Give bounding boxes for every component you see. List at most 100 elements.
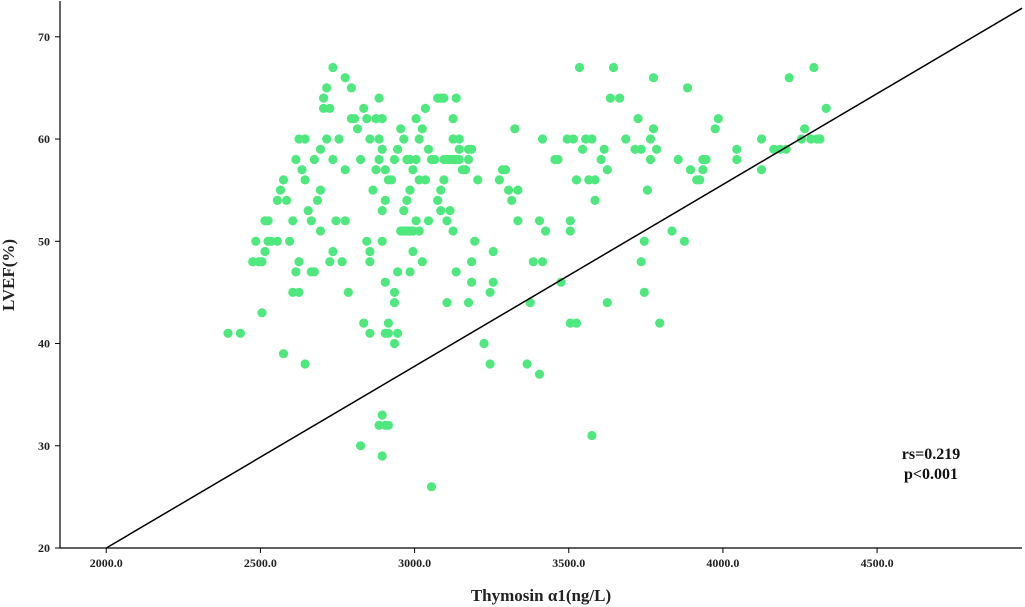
- data-point: [732, 154, 742, 165]
- data-point: [587, 134, 597, 144]
- data-point: [439, 175, 449, 185]
- data-point: [380, 195, 390, 205]
- data-point: [322, 83, 332, 93]
- data-point: [235, 328, 245, 338]
- data-point: [340, 165, 350, 175]
- data-point: [362, 236, 372, 246]
- data-point: [463, 144, 474, 154]
- data-point: [288, 216, 298, 226]
- data-point: [340, 216, 350, 226]
- data-point: [571, 175, 582, 185]
- x-tick-label: 2000.0: [90, 556, 123, 570]
- data-point: [377, 206, 387, 216]
- data-point: [408, 246, 418, 257]
- data-point: [590, 195, 600, 205]
- data-point: [815, 134, 825, 144]
- data-point: [383, 420, 393, 430]
- data-point: [655, 318, 665, 328]
- data-point: [300, 134, 310, 144]
- data-point: [433, 195, 443, 205]
- data-point: [590, 175, 600, 185]
- data-point: [368, 185, 378, 195]
- data-point: [306, 216, 316, 226]
- data-point: [442, 216, 452, 226]
- data-point: [781, 144, 791, 154]
- data-point: [356, 441, 366, 451]
- points-layer: [223, 62, 831, 492]
- data-point: [698, 165, 708, 175]
- data-point: [713, 114, 723, 124]
- data-point: [685, 165, 696, 175]
- data-point: [389, 338, 400, 349]
- data-point: [648, 124, 659, 134]
- data-point: [605, 93, 616, 103]
- data-point: [602, 165, 612, 175]
- data-point: [423, 216, 434, 226]
- data-point: [285, 236, 295, 246]
- data-point: [479, 338, 489, 349]
- data-point: [488, 277, 498, 287]
- data-point: [645, 134, 656, 144]
- data-point: [534, 216, 545, 226]
- data-point: [500, 165, 511, 175]
- data-point: [300, 359, 310, 369]
- data-point: [504, 185, 514, 195]
- data-point: [701, 154, 711, 165]
- data-point: [349, 114, 360, 124]
- data-point: [389, 154, 400, 165]
- data-point: [809, 62, 819, 73]
- data-point: [602, 298, 612, 308]
- data-point: [315, 144, 326, 154]
- data-point: [682, 83, 693, 93]
- data-point: [414, 134, 424, 144]
- data-point: [371, 165, 381, 175]
- data-point: [639, 287, 649, 297]
- y-tick-label: 40: [38, 337, 50, 351]
- data-point: [565, 226, 575, 236]
- data-point: [260, 246, 270, 257]
- data-point: [362, 114, 372, 124]
- data-point: [448, 226, 458, 236]
- data-point: [272, 236, 282, 246]
- data-point: [599, 144, 609, 154]
- data-point: [821, 103, 831, 113]
- data-point: [568, 134, 579, 144]
- data-point: [331, 216, 341, 226]
- data-point: [784, 73, 794, 83]
- data-point: [800, 124, 810, 134]
- data-point: [374, 154, 384, 165]
- data-point: [346, 83, 356, 93]
- data-point: [732, 144, 742, 154]
- data-point: [328, 62, 338, 73]
- x-axis-ticks: 2000.0 2500.0 3000.0 3500.0 4000.0 4500.0: [90, 548, 894, 570]
- data-point: [615, 93, 625, 103]
- data-point: [377, 114, 387, 124]
- data-point: [315, 185, 326, 195]
- data-point: [294, 257, 304, 267]
- data-point: [352, 124, 363, 134]
- data-point: [679, 236, 690, 246]
- data-point: [411, 154, 421, 165]
- data-point: [359, 318, 369, 328]
- data-point: [340, 73, 350, 83]
- data-point: [507, 195, 517, 205]
- data-point: [365, 328, 375, 338]
- y-axis-title: LVEF(%): [0, 239, 18, 311]
- data-point: [756, 134, 767, 144]
- data-point: [436, 185, 446, 195]
- data-point: [319, 93, 329, 103]
- y-tick-label: 60: [38, 132, 50, 146]
- x-tick-label: 2500.0: [244, 556, 277, 570]
- data-point: [528, 257, 538, 267]
- data-point: [587, 430, 597, 441]
- data-point: [467, 257, 477, 267]
- data-point: [389, 298, 400, 308]
- x-tick-label: 4000.0: [706, 556, 739, 570]
- data-point: [608, 62, 619, 73]
- data-point: [636, 144, 646, 154]
- data-point: [673, 154, 683, 165]
- data-point: [695, 175, 705, 185]
- data-point: [485, 287, 495, 297]
- data-point: [578, 144, 588, 154]
